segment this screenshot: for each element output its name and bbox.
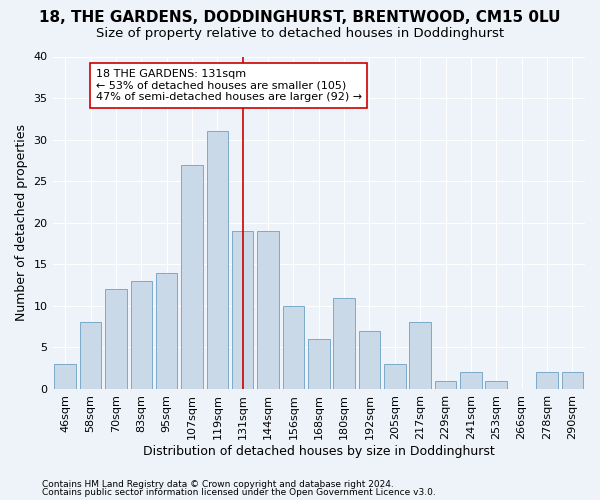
Text: Contains HM Land Registry data © Crown copyright and database right 2024.: Contains HM Land Registry data © Crown c… (42, 480, 394, 489)
X-axis label: Distribution of detached houses by size in Doddinghurst: Distribution of detached houses by size … (143, 444, 494, 458)
Text: 18, THE GARDENS, DODDINGHURST, BRENTWOOD, CM15 0LU: 18, THE GARDENS, DODDINGHURST, BRENTWOOD… (39, 10, 561, 25)
Bar (460, 372, 482, 389)
Bar (334, 298, 355, 389)
Bar (283, 306, 304, 389)
Text: 18 THE GARDENS: 131sqm
← 53% of detached houses are smaller (105)
47% of semi-de: 18 THE GARDENS: 131sqm ← 53% of detached… (95, 69, 362, 102)
Bar (257, 231, 279, 389)
Bar (105, 289, 127, 389)
Bar (536, 372, 558, 389)
Bar (308, 339, 329, 389)
Bar (562, 372, 583, 389)
Y-axis label: Number of detached properties: Number of detached properties (15, 124, 28, 321)
Bar (359, 331, 380, 389)
Bar (181, 164, 203, 389)
Bar (80, 322, 101, 389)
Bar (131, 281, 152, 389)
Bar (232, 231, 253, 389)
Bar (156, 272, 178, 389)
Bar (206, 132, 228, 389)
Text: Size of property relative to detached houses in Doddinghurst: Size of property relative to detached ho… (96, 28, 504, 40)
Text: Contains public sector information licensed under the Open Government Licence v3: Contains public sector information licen… (42, 488, 436, 497)
Bar (435, 380, 457, 389)
Bar (409, 322, 431, 389)
Bar (384, 364, 406, 389)
Bar (55, 364, 76, 389)
Bar (485, 380, 507, 389)
